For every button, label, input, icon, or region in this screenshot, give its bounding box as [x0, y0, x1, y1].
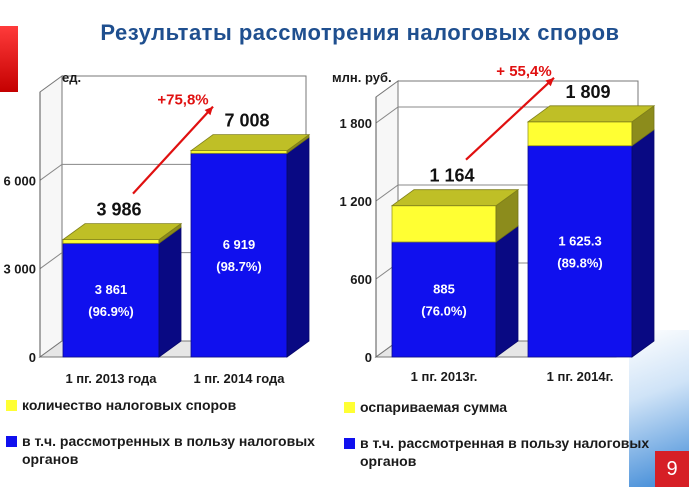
- bar-segment-side: [631, 128, 655, 358]
- bar-total-label: 7 008: [224, 111, 269, 131]
- bar-segment-front: [190, 152, 288, 358]
- bar-top: [390, 189, 520, 207]
- growth-arrow: [465, 77, 555, 161]
- growth-arrow: [132, 105, 214, 195]
- bar-top: [526, 105, 656, 123]
- y-tick-label: 6 000: [3, 173, 36, 188]
- y-tick-label: 0: [365, 350, 372, 365]
- growth-arrow-head: [204, 106, 213, 116]
- bar-total-label: 1 809: [565, 82, 610, 102]
- bar-data-label: (76.0%): [421, 303, 467, 318]
- legend-swatch-yellow: [6, 400, 17, 411]
- legend-swatch-blue: [6, 436, 17, 447]
- bar-segment-front: [391, 205, 497, 243]
- bar-data-label: 3 861: [95, 282, 128, 297]
- bar-top: [189, 134, 311, 152]
- unit-label: млн. руб.: [332, 70, 392, 85]
- bar-data-label: (89.8%): [557, 255, 603, 270]
- bar-data-label: (98.7%): [216, 259, 262, 274]
- page-number-badge: 9: [655, 451, 689, 487]
- bar-data-label: 1 625.3: [558, 233, 601, 248]
- bar-total-label: 1 164: [429, 166, 474, 186]
- growth-label: + 55,4%: [496, 63, 551, 80]
- y-tick-label: 0: [29, 350, 36, 365]
- growth-label: +75,8%: [157, 92, 208, 109]
- x-category-label: 1 пг. 2013г.: [411, 369, 478, 384]
- page-title: Результаты рассмотрения налоговых споров: [100, 20, 620, 45]
- bar-segment-front: [62, 242, 160, 358]
- y-tick-label: 1 200: [339, 194, 372, 209]
- legend-label: в т.ч. рассмотренная в пользу налоговых …: [360, 435, 650, 469]
- bar-segment-front: [391, 241, 497, 358]
- y-tick-label: 600: [350, 272, 372, 287]
- bar-data-label: (96.9%): [88, 304, 134, 319]
- x-category-label: 1 пг. 2014г.: [547, 369, 614, 384]
- legend-label: в т.ч. рассмотренных в пользу налоговых …: [22, 433, 315, 467]
- bar-segment-front: [527, 121, 633, 147]
- bar-segment-side: [495, 225, 519, 358]
- bar-data-label: 6 919: [223, 237, 256, 252]
- legend-label: оспариваемая сумма: [360, 399, 508, 415]
- bar-data-label: 885: [433, 281, 455, 296]
- y-tick-label: 3 000: [3, 262, 36, 277]
- x-category-label: 1 пг. 2014 года: [193, 371, 285, 386]
- bar-segment-front: [527, 145, 633, 358]
- y-tick-label: 1 800: [339, 116, 372, 131]
- x-category-label: 1 пг. 2013 года: [65, 371, 157, 386]
- legend-swatch-blue: [344, 438, 355, 449]
- bar-top: [61, 223, 183, 241]
- bar-total-label: 3 986: [96, 200, 141, 220]
- legend-swatch-yellow: [344, 402, 355, 413]
- unit-label: ед.: [62, 70, 81, 85]
- legend-label: количество налоговых споров: [22, 397, 237, 413]
- growth-arrow-head: [545, 77, 554, 87]
- red-accent-bar: [0, 26, 18, 92]
